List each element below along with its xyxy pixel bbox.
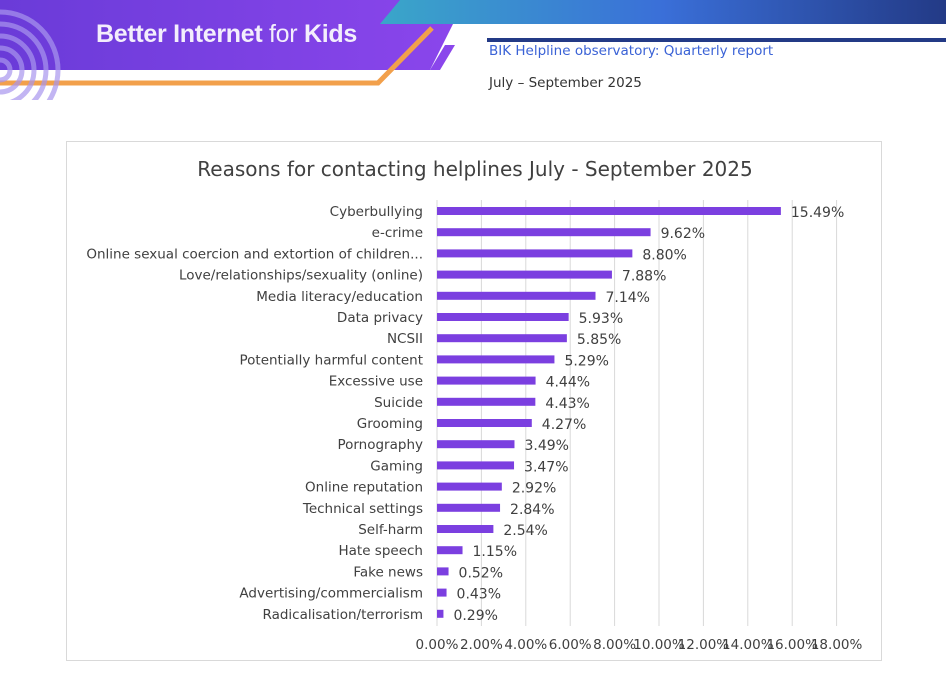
report-period: July – September 2025 bbox=[489, 75, 642, 91]
x-tick-label: 6.00% bbox=[549, 637, 592, 653]
data-label: 5.93% bbox=[579, 311, 623, 327]
category-label: Technical settings bbox=[302, 501, 423, 517]
category-label: Media literacy/education bbox=[256, 289, 423, 305]
category-label: Fake news bbox=[353, 564, 423, 580]
category-label: Love/relationships/sexuality (online) bbox=[179, 268, 423, 284]
bar bbox=[437, 397, 536, 406]
category-label: e-crime bbox=[372, 225, 423, 241]
bar bbox=[437, 440, 515, 449]
bar bbox=[437, 355, 555, 364]
data-label: 4.27% bbox=[542, 417, 586, 433]
x-tick-label: 16.00% bbox=[766, 637, 818, 653]
data-label: 5.29% bbox=[564, 353, 608, 369]
data-label: 4.43% bbox=[545, 396, 589, 412]
category-label: Suicide bbox=[374, 395, 423, 411]
category-label: Self-harm bbox=[358, 522, 423, 538]
data-label: 15.49% bbox=[791, 205, 844, 221]
brand-text-kids: Kids bbox=[303, 20, 357, 48]
brand-text: Better Internet bbox=[96, 20, 263, 48]
bar bbox=[437, 376, 536, 385]
brand-text-for: for bbox=[269, 20, 298, 48]
data-label: 3.47% bbox=[524, 459, 568, 475]
bar bbox=[437, 503, 501, 512]
x-tick-label: 2.00% bbox=[460, 637, 503, 653]
data-label: 2.84% bbox=[510, 502, 554, 518]
bar bbox=[437, 546, 463, 555]
header-banner bbox=[0, 0, 946, 100]
data-label: 5.85% bbox=[577, 332, 621, 348]
category-label: Pornography bbox=[337, 437, 423, 453]
bar bbox=[437, 313, 569, 321]
data-label: 8.80% bbox=[642, 247, 686, 263]
x-tick-label: 0.00% bbox=[416, 637, 459, 653]
chart-container: Reasons for contacting helplines July - … bbox=[66, 141, 882, 661]
data-label: 2.54% bbox=[503, 523, 547, 539]
bar bbox=[437, 249, 633, 258]
category-label: Data privacy bbox=[337, 310, 423, 326]
bar bbox=[437, 419, 532, 427]
bar bbox=[437, 567, 449, 576]
bar-chart: Reasons for contacting helplines July - … bbox=[86, 157, 863, 653]
data-label: 0.29% bbox=[453, 608, 497, 624]
data-label: 1.15% bbox=[473, 544, 517, 560]
bar bbox=[437, 228, 651, 237]
bar bbox=[437, 270, 612, 279]
bar bbox=[437, 609, 444, 618]
category-label: Online sexual coercion and extortion of … bbox=[86, 246, 423, 262]
x-tick-label: 10.00% bbox=[633, 637, 685, 653]
bar bbox=[437, 588, 447, 597]
category-label: Gaming bbox=[370, 458, 423, 474]
data-label: 3.49% bbox=[524, 438, 568, 454]
x-tick-label: 8.00% bbox=[593, 637, 636, 653]
report-title: BIK Helpline observatory: Quarterly repo… bbox=[489, 43, 774, 59]
x-tick-label: 14.00% bbox=[722, 637, 774, 653]
data-label: 7.88% bbox=[622, 269, 666, 285]
x-tick-label: 18.00% bbox=[811, 637, 863, 653]
data-label: 4.44% bbox=[546, 375, 590, 391]
category-label: Excessive use bbox=[329, 374, 423, 390]
bar bbox=[437, 482, 502, 491]
category-label: Online reputation bbox=[305, 480, 423, 496]
bar bbox=[437, 461, 515, 470]
bar bbox=[437, 291, 596, 300]
category-label: Radicalisation/terrorism bbox=[263, 607, 424, 623]
logo-arcs-icon bbox=[0, 9, 61, 100]
chart-title: Reasons for contacting helplines July - … bbox=[197, 157, 752, 181]
category-label: Advertising/commercialism bbox=[239, 586, 423, 602]
data-label: 0.52% bbox=[459, 565, 503, 581]
category-label: Grooming bbox=[357, 416, 423, 432]
category-label: Potentially harmful content bbox=[239, 352, 423, 368]
x-tick-label: 4.00% bbox=[504, 637, 547, 653]
data-label: 7.14% bbox=[606, 290, 650, 306]
bar bbox=[437, 525, 494, 533]
data-label: 0.43% bbox=[457, 587, 501, 603]
data-label: 9.62% bbox=[661, 226, 705, 242]
category-label: NCSII bbox=[387, 331, 423, 347]
category-label: Cyberbullying bbox=[330, 204, 423, 220]
x-tick-label: 12.00% bbox=[678, 637, 730, 653]
brand-logo: Better Internet for Kids bbox=[96, 20, 357, 49]
bar bbox=[437, 334, 567, 343]
category-label: Hate speech bbox=[338, 543, 423, 559]
data-label: 2.92% bbox=[512, 481, 556, 497]
bar bbox=[437, 207, 781, 215]
